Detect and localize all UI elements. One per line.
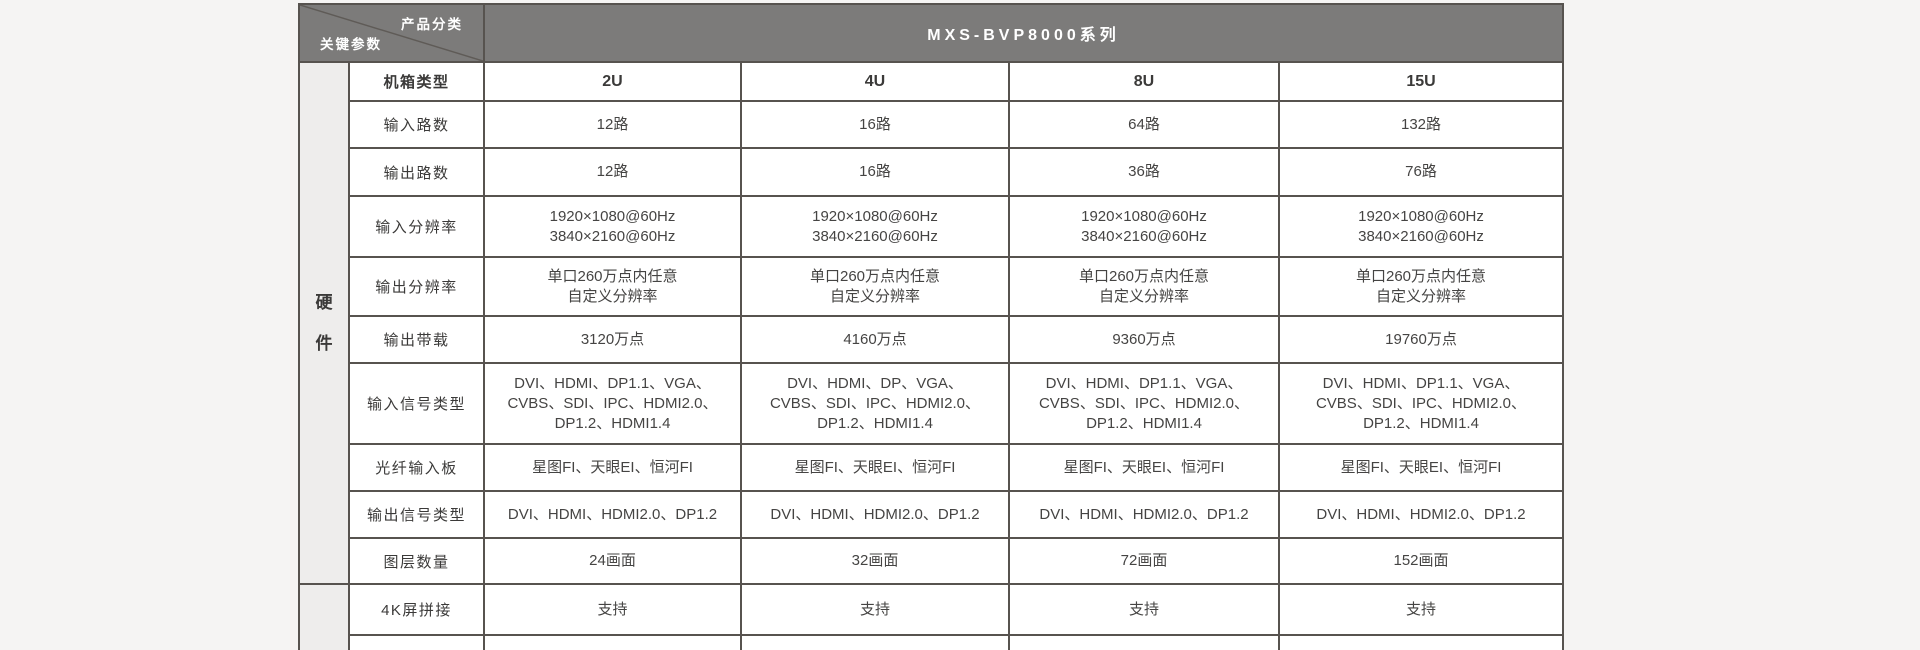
spec-cell-2U: 支持 (483, 583, 742, 636)
spec-cell-2U: 支持 (483, 634, 742, 650)
spec-cell-8U: 8U (1008, 61, 1280, 102)
spec-cell-2U: 12路 (483, 147, 742, 197)
spec-cell-15U: DVI、HDMI、DP1.1、VGA、 CVBS、SDI、IPC、HDMI2.0… (1278, 362, 1564, 445)
spec-cell-2U: 1920×1080@60Hz 3840×2160@60Hz (483, 195, 742, 258)
spec-cell-8U: 64路 (1008, 100, 1280, 149)
series-title: MXS-BVP8000系列 (483, 3, 1564, 63)
spec-cell-4U: DVI、HDMI、HDMI2.0、DP1.2 (740, 490, 1010, 539)
spec-cell-2U: 单口260万点内任意 自定义分辨率 (483, 256, 742, 317)
spec-table-wrap: 产品分类 关键参数 MXS-BVP8000系列 硬件机箱类型 2U 4U 8U 15U 输… (298, 3, 1564, 650)
table-row: 4K屏拼接 支持 支持 支持 支持 (298, 583, 1564, 650)
diagonal-divider (300, 5, 483, 61)
spec-table: 产品分类 关键参数 MXS-BVP8000系列 硬件机箱类型 2U 4U 8U 15U 输… (298, 3, 1564, 650)
spec-cell-4U: 支持 (740, 583, 1010, 636)
spec-cell-15U: 单口260万点内任意 自定义分辨率 (1278, 256, 1564, 317)
spec-cell-2U: 星图FI、天眼EI、恒河FI (483, 443, 742, 492)
spec-row-label: 机箱类型 (348, 61, 485, 102)
spec-cell-15U: 星图FI、天眼EI、恒河FI (1278, 443, 1564, 492)
spec-row-label: 4K@60Hz 传输 (348, 634, 485, 650)
spec-cell-2U: 2U (483, 61, 742, 102)
spec-cell-4U: 支持 (740, 634, 1010, 650)
spec-row-label: 输出分辨率 (348, 256, 485, 317)
spec-row-label: 输出信号类型 (348, 490, 485, 539)
table-row: 4K@60Hz 传输支持支持支持支持 (299, 634, 1564, 650)
table-row: 输入信号类型 DVI、HDMI、DP1.1、VGA、 CVBS、SDI、IPC、H… (299, 362, 1564, 445)
spec-cell-8U: 单口260万点内任意 自定义分辨率 (1008, 256, 1280, 317)
table-row: 硬件机箱类型 2U 4U 8U 15U (298, 61, 1564, 585)
spec-cell-15U: 132路 (1278, 100, 1564, 149)
spec-row-label: 输出带载 (348, 315, 485, 364)
spec-row-label: 图层数量 (348, 537, 485, 585)
spec-cell-15U: 1920×1080@60Hz 3840×2160@60Hz (1278, 195, 1564, 258)
corner-top-label: 产品分类 (401, 17, 463, 32)
table-row: 图层数量 24画面 32画面 72画面 152画面 (299, 537, 1564, 585)
spec-cell-4U: DVI、HDMI、DP、VGA、 CVBS、SDI、IPC、HDMI2.0、 D… (740, 362, 1010, 445)
table-row: 光纤输入板 星图FI、天眼EI、恒河FI 星图FI、天眼EI、恒河FI 星图FI、天眼… (299, 443, 1564, 492)
spec-cell-8U: DVI、HDMI、DP1.1、VGA、 CVBS、SDI、IPC、HDMI2.0… (1008, 362, 1280, 445)
spec-cell-4U: 16路 (740, 100, 1010, 149)
spec-row-label: 输入分辨率 (348, 195, 485, 258)
spec-cell-8U: 支持 (1008, 634, 1280, 650)
spec-cell-15U: 15U (1278, 61, 1564, 102)
corner-header-cell: 产品分类 关键参数 (298, 3, 485, 63)
spec-row-label: 4K屏拼接 (348, 583, 485, 636)
spec-cell-15U: 152画面 (1278, 537, 1564, 585)
spec-cell-2U: 24画面 (483, 537, 742, 585)
corner-bottom-label: 关键参数 (320, 37, 382, 52)
spec-row-label: 光纤输入板 (348, 443, 485, 492)
spec-row-label: 输入信号类型 (348, 362, 485, 445)
spec-cell-8U: 星图FI、天眼EI、恒河FI (1008, 443, 1280, 492)
table-row: 输出分辨率 单口260万点内任意 自定义分辨率 单口260万点内任意 自定义分辨率单… (299, 256, 1564, 317)
spec-cell-2U: DVI、HDMI、HDMI2.0、DP1.2 (483, 490, 742, 539)
spec-cell-15U: 支持 (1278, 583, 1564, 636)
spec-row-label: 输入路数 (348, 100, 485, 149)
spec-cell-8U: 支持 (1008, 583, 1280, 636)
table-row: 输入分辨率 1920×1080@60Hz 3840×2160@60Hz 1920×1… (299, 195, 1564, 258)
spec-cell-15U: 76路 (1278, 147, 1564, 197)
spec-cell-4U: 单口260万点内任意 自定义分辨率 (740, 256, 1010, 317)
spec-cell-4U: 4U (740, 61, 1010, 102)
spec-cell-4U: 16路 (740, 147, 1010, 197)
spec-cell-2U: DVI、HDMI、DP1.1、VGA、 CVBS、SDI、IPC、HDMI2.0… (483, 362, 742, 445)
spec-cell-15U: DVI、HDMI、HDMI2.0、DP1.2 (1278, 490, 1564, 539)
table-row: 输出路数 12路 16路 36路 76路 (299, 147, 1564, 197)
table-row: 输出信号类型 DVI、HDMI、HDMI2.0、DP1.2 DVI、HDMI、HDM… (299, 490, 1564, 539)
spec-cell-4U: 4160万点 (740, 315, 1010, 364)
spec-row-label: 输出路数 (348, 147, 485, 197)
spec-cell-4U: 星图FI、天眼EI、恒河FI (740, 443, 1010, 492)
group-label-hardware: 硬件 (298, 61, 350, 585)
spec-cell-8U: 36路 (1008, 147, 1280, 197)
spec-cell-15U: 19760万点 (1278, 315, 1564, 364)
spec-cell-4U: 32画面 (740, 537, 1010, 585)
spec-cell-8U: DVI、HDMI、HDMI2.0、DP1.2 (1008, 490, 1280, 539)
spec-cell-2U: 3120万点 (483, 315, 742, 364)
table-row: 输入路数 12路 16路 64路 132路 (299, 100, 1564, 149)
spec-cell-4U: 1920×1080@60Hz 3840×2160@60Hz (740, 195, 1010, 258)
spec-table-body: 硬件机箱类型 2U 4U 8U 15U 输入路数 12路 16路 64路 132路 输出路数 12路 1… (298, 61, 1564, 650)
spec-cell-15U: 支持 (1278, 634, 1564, 650)
group-label-bottom (298, 583, 350, 650)
spec-cell-8U: 9360万点 (1008, 315, 1280, 364)
spec-cell-2U: 12路 (483, 100, 742, 149)
spec-cell-8U: 1920×1080@60Hz 3840×2160@60Hz (1008, 195, 1280, 258)
spec-cell-8U: 72画面 (1008, 537, 1280, 585)
table-row: 输出带载 3120万点 4160万点 9360万点 19760万点 (299, 315, 1564, 364)
